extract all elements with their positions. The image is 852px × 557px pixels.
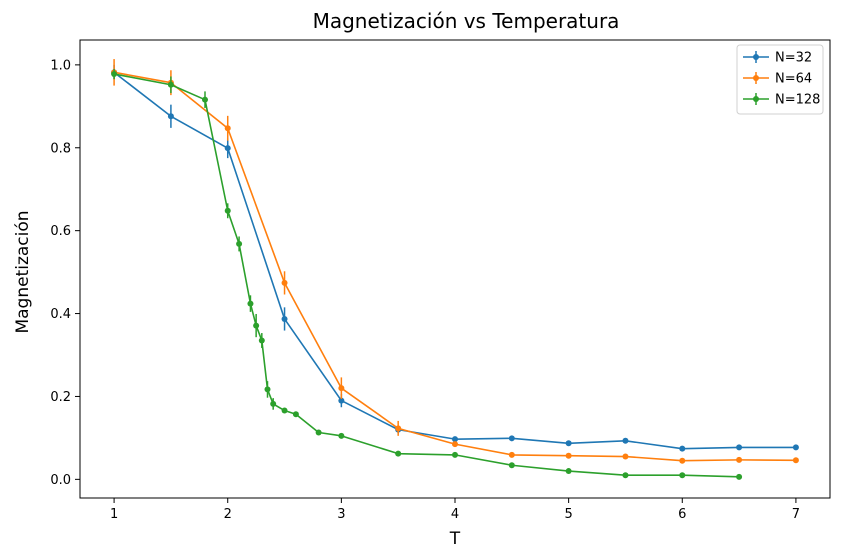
legend-entry: N=128 bbox=[775, 93, 820, 108]
data-point bbox=[224, 145, 231, 152]
x-axis-label: T bbox=[449, 529, 461, 549]
data-point bbox=[508, 462, 515, 469]
data-point bbox=[253, 322, 260, 329]
series-n-64 bbox=[111, 59, 799, 464]
plot-content bbox=[111, 59, 799, 480]
x-tick-label: 3 bbox=[337, 507, 345, 522]
data-point bbox=[315, 429, 322, 436]
data-point bbox=[236, 240, 243, 247]
series-line bbox=[113, 73, 740, 478]
y-tick-label: 0.0 bbox=[50, 473, 71, 488]
x-tick-label: 5 bbox=[564, 507, 572, 522]
data-point bbox=[338, 432, 345, 439]
data-point bbox=[338, 397, 345, 404]
legend: N=32 N=64 N=128 bbox=[736, 44, 824, 115]
series-line bbox=[113, 71, 796, 450]
data-point bbox=[258, 337, 265, 344]
data-point bbox=[452, 441, 458, 448]
data-point bbox=[622, 437, 629, 444]
legend-marker bbox=[753, 96, 759, 102]
x-tick-label: 1 bbox=[110, 507, 118, 522]
data-point bbox=[281, 315, 288, 322]
data-point bbox=[281, 407, 288, 414]
data-point bbox=[508, 435, 515, 442]
data-point bbox=[270, 400, 277, 407]
data-point bbox=[736, 473, 743, 480]
legend-entry: N=64 bbox=[775, 72, 812, 87]
data-point bbox=[452, 451, 458, 458]
data-point bbox=[264, 386, 271, 393]
data-point bbox=[395, 450, 402, 457]
data-point bbox=[202, 96, 208, 103]
plot-frame bbox=[79, 39, 831, 499]
data-point bbox=[224, 207, 231, 214]
data-point bbox=[792, 457, 799, 464]
y-tick-label: 0.6 bbox=[50, 224, 71, 239]
data-point bbox=[736, 456, 743, 463]
y-tick-label: 0.2 bbox=[50, 390, 71, 405]
x-tick-label: 4 bbox=[451, 507, 459, 522]
data-point bbox=[395, 425, 402, 432]
data-point bbox=[224, 125, 231, 132]
x-tick-label: 6 bbox=[678, 507, 686, 522]
series-line bbox=[113, 71, 796, 462]
legend-box bbox=[736, 44, 824, 115]
data-point bbox=[292, 411, 299, 418]
data-point bbox=[508, 451, 515, 458]
data-point bbox=[792, 444, 799, 451]
data-point bbox=[338, 385, 345, 392]
data-point bbox=[565, 440, 572, 447]
series-n-128 bbox=[111, 69, 743, 480]
data-point bbox=[111, 70, 118, 77]
data-point bbox=[679, 472, 686, 479]
y-axis-label: Magnetización bbox=[13, 210, 33, 333]
data-point bbox=[247, 300, 254, 307]
data-point bbox=[565, 468, 572, 475]
data-point bbox=[281, 279, 288, 286]
legend-marker bbox=[753, 54, 759, 60]
legend-entry: N=32 bbox=[775, 51, 812, 66]
data-point bbox=[679, 457, 686, 464]
data-point bbox=[167, 113, 174, 120]
y-tick-label: 1.0 bbox=[50, 58, 71, 73]
data-point bbox=[622, 453, 629, 460]
data-point bbox=[679, 445, 686, 452]
data-point bbox=[622, 472, 629, 479]
chart-title: Magnetización vs Temperatura bbox=[313, 9, 620, 33]
y-tick-label: 0.4 bbox=[50, 307, 71, 322]
data-point bbox=[452, 436, 458, 443]
data-point bbox=[167, 81, 174, 88]
x-tick-label: 2 bbox=[224, 507, 232, 522]
y-tick-label: 0.8 bbox=[50, 141, 71, 156]
x-tick-label: 7 bbox=[792, 507, 800, 522]
data-point bbox=[736, 444, 743, 451]
data-point bbox=[565, 452, 572, 459]
legend-marker bbox=[753, 75, 759, 81]
series-n-32 bbox=[111, 64, 799, 452]
